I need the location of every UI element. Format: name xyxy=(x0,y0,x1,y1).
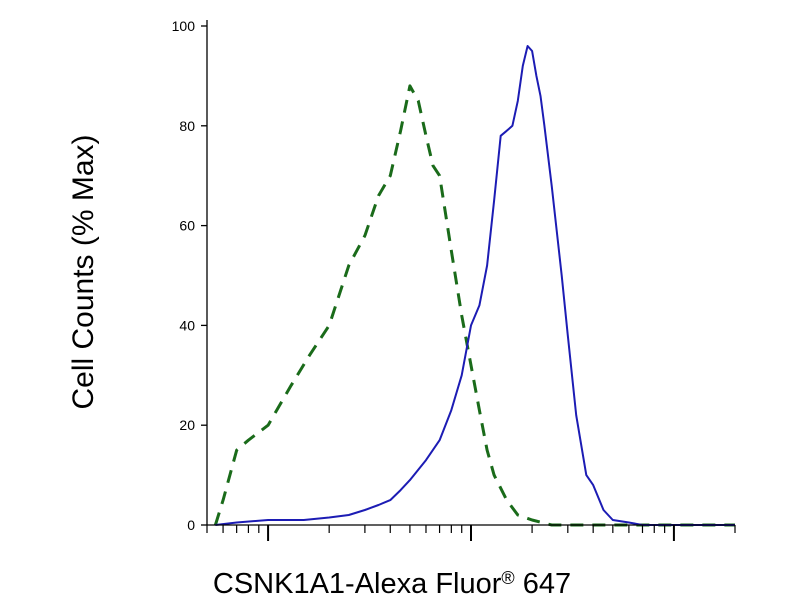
y-tick-label-100: 100 xyxy=(172,18,196,34)
y-tick-label-80: 80 xyxy=(179,118,195,134)
y-tick-label-60: 60 xyxy=(179,218,195,234)
series-line-2 xyxy=(215,45,735,526)
y-tick-label-0: 0 xyxy=(187,517,195,533)
x-axis-label-main: CSNK1A1-Alexa Fluor xyxy=(213,568,502,600)
series-line-1 xyxy=(213,84,735,527)
y-tick-label-20: 20 xyxy=(179,417,195,433)
x-axis-label-suffix: 647 xyxy=(515,568,571,600)
x-axis-label-registered-mark: ® xyxy=(501,568,514,588)
x-axis-label: CSNK1A1-Alexa Fluor® 647 xyxy=(213,568,571,600)
y-tick-label-40: 40 xyxy=(179,317,195,333)
y-axis-label: Cell Counts (% Max) xyxy=(67,134,100,409)
